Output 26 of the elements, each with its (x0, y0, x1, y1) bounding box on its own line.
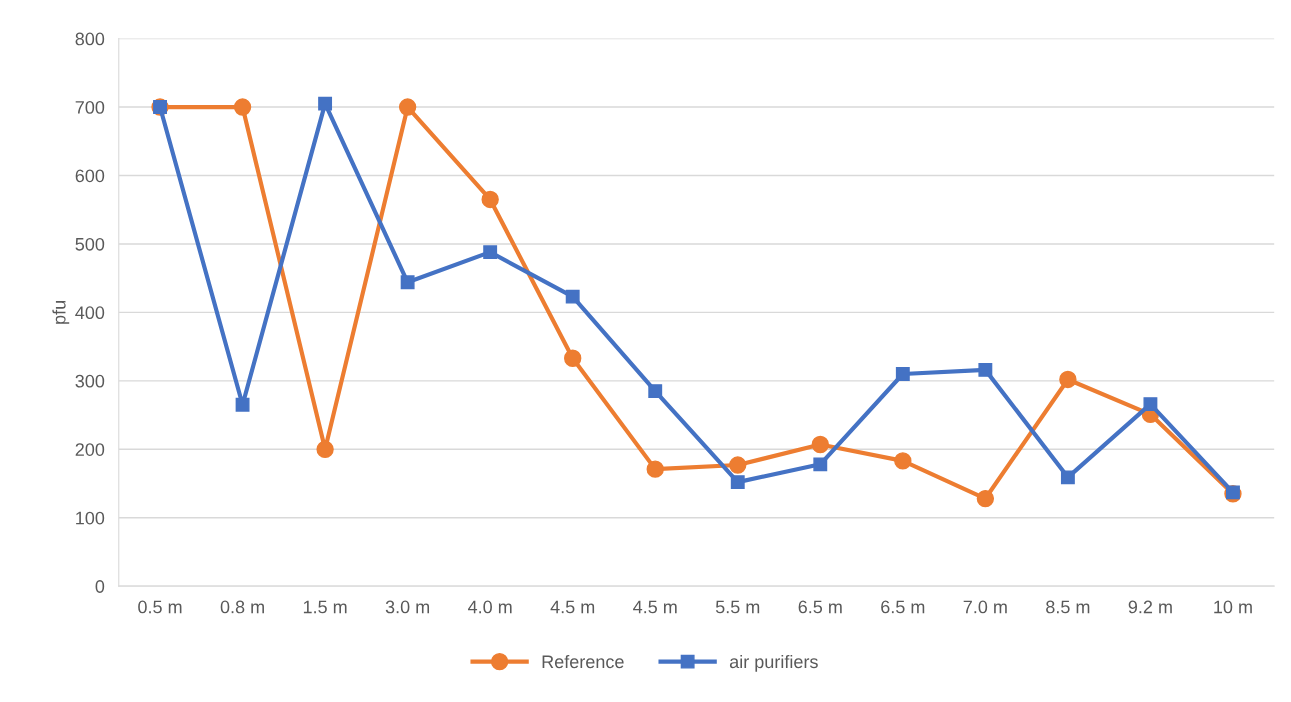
x-tick-label: 7.0 m (963, 600, 1007, 614)
x-tick-label: 10 m (1214, 600, 1252, 614)
y-tick-label: 400 (75, 306, 105, 320)
y-tick-label: 0 (95, 580, 105, 593)
x-tick-label: 0.8 m (220, 600, 264, 614)
y-tick-label: 600 (75, 169, 105, 183)
x-tick-label: 4.0 m (468, 600, 512, 614)
x-tick-label: 1.5 m (303, 600, 347, 614)
x-tick-label: 5.5 m (715, 600, 760, 614)
x-tick-label: 0.5 m (138, 600, 182, 614)
y-tick-label: 500 (75, 237, 105, 251)
x-tick-label: 6.5 m (881, 600, 925, 614)
y-tick-label: 800 (75, 32, 105, 46)
legend-label: air purifiers (729, 654, 818, 672)
x-tick-label: 4.5 m (633, 600, 677, 614)
y-tick-label: 200 (75, 443, 105, 456)
legend-label: Reference (542, 654, 624, 669)
y-tick-label: 300 (75, 374, 105, 388)
x-tick-label: 8.5 m (1046, 600, 1090, 614)
x-tick-label: 4.5 m (550, 600, 595, 614)
x-tick-label: 3.0 m (385, 600, 430, 614)
y-tick-label: 100 (76, 511, 105, 525)
x-tick-label: 6.5 m (798, 600, 842, 614)
x-tick-label: 9.2 m (1128, 600, 1172, 614)
y-axis-title: pfu (52, 301, 70, 324)
y-tick-label: 700 (75, 100, 105, 114)
